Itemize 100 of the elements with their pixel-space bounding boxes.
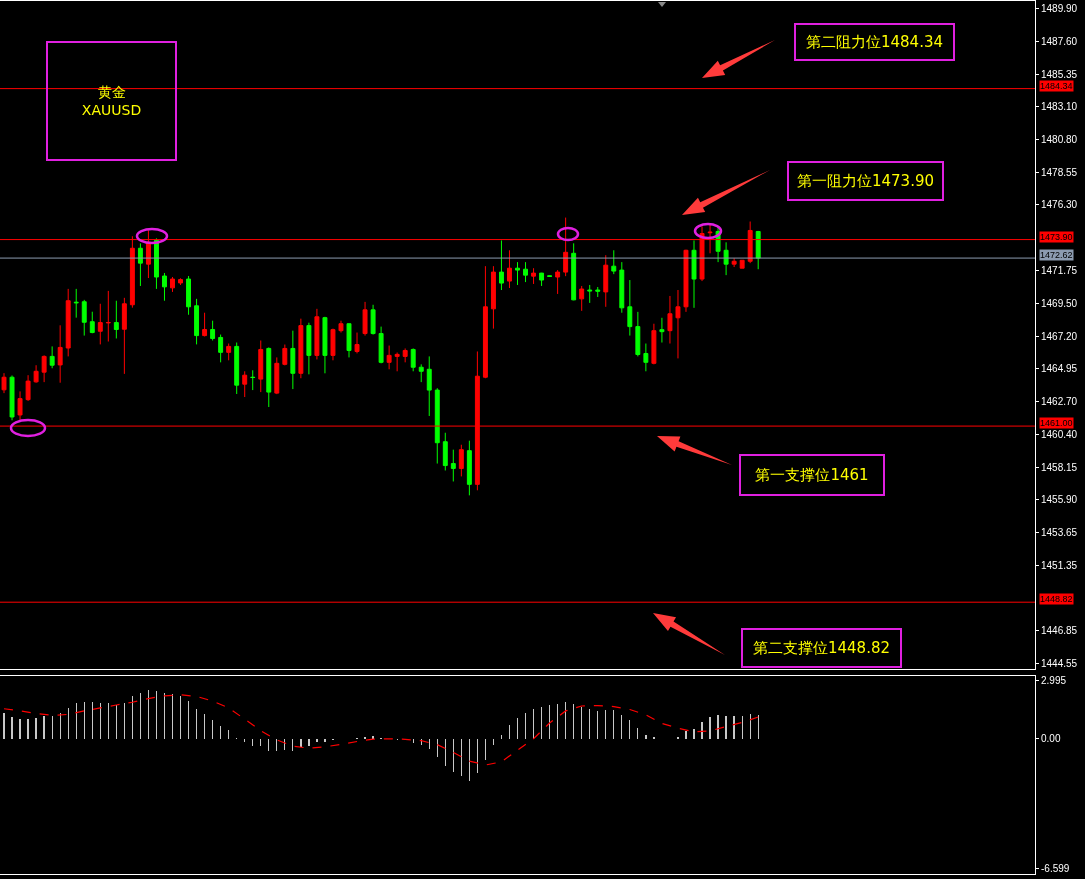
- candlestick: [675, 289, 681, 359]
- y-tick-label: 1471.75: [1041, 265, 1078, 277]
- candlestick: [450, 449, 456, 482]
- y-tick-label: -6.599: [1041, 862, 1070, 874]
- candlestick: [258, 339, 264, 393]
- annotation: 第一支撑位1461: [755, 466, 869, 484]
- candlestick: [378, 326, 384, 364]
- y-tick-label: 1453.65: [1041, 526, 1078, 538]
- candlestick: [322, 316, 328, 374]
- candlestick: [410, 347, 416, 372]
- y-tick-label: 1478.55: [1041, 166, 1078, 178]
- candlestick: [563, 217, 569, 277]
- candlestick: [234, 342, 240, 395]
- candlestick: [515, 261, 520, 286]
- ref-line-label: 1448.82: [1040, 594, 1073, 604]
- candlestick: [113, 300, 119, 339]
- candlestick: [330, 328, 336, 361]
- candlestick: [89, 311, 95, 334]
- candlestick: [266, 346, 272, 408]
- candlestick: [386, 345, 392, 370]
- candlestick: [482, 265, 488, 379]
- candlestick: [290, 330, 296, 390]
- candlestick: [81, 299, 87, 337]
- candlestick: [547, 274, 553, 278]
- candlestick: [121, 297, 127, 375]
- candlestick: [137, 242, 143, 287]
- candlestick: [394, 352, 400, 372]
- candlestick: [65, 288, 71, 357]
- candlestick: [41, 354, 47, 383]
- y-tick-label: 1487.60: [1041, 35, 1078, 47]
- text: 黄金 XAUUSD: [81, 83, 142, 119]
- candlestick: [49, 345, 55, 369]
- candlestick: [603, 254, 609, 308]
- candlestick: [683, 249, 689, 313]
- candlestick: [731, 257, 737, 268]
- candlestick: [314, 308, 320, 360]
- ref-line-label: 1461.00: [1040, 418, 1073, 428]
- annotation: 第一阻力位1473.90: [796, 172, 935, 190]
- candlestick: [346, 322, 352, 358]
- candlestick: [242, 370, 248, 398]
- y-tick-label: 1483.10: [1041, 101, 1078, 113]
- y-tick-label: 1455.90: [1041, 494, 1078, 506]
- candlestick: [210, 320, 216, 341]
- annotation: 第二支撑位1448.82: [752, 639, 891, 657]
- candlestick: [627, 279, 633, 337]
- y-tick-label: 0.00: [1041, 733, 1061, 745]
- y-tick-label: 1444.55: [1041, 658, 1078, 670]
- ref-line-label: 1484.34: [1040, 81, 1073, 91]
- candlestick: [370, 304, 376, 336]
- candlestick: [25, 374, 31, 402]
- candlestick: [555, 269, 561, 295]
- candlestick: [162, 272, 167, 302]
- y-tick-label: 1467.20: [1041, 330, 1078, 342]
- candlestick: [571, 242, 577, 301]
- candlestick: [274, 356, 280, 395]
- candlestick: [402, 347, 408, 363]
- candlestick: [97, 303, 103, 345]
- candlestick: [194, 298, 200, 345]
- candlestick: [105, 290, 111, 343]
- annotation: 第二阻力位1484.34: [805, 33, 944, 51]
- candlestick: [354, 332, 360, 354]
- candlestick: [9, 374, 15, 421]
- candlestick: [282, 344, 288, 366]
- candlestick: [1, 372, 7, 394]
- y-tick-label: 1480.80: [1041, 134, 1078, 146]
- candlestick: [362, 301, 368, 337]
- candlestick: [434, 387, 440, 465]
- candlestick: [619, 261, 625, 314]
- candlestick: [507, 249, 512, 289]
- candlestick: [523, 261, 528, 283]
- candlestick: [643, 343, 649, 372]
- candlestick: [651, 323, 657, 365]
- candlestick: [418, 363, 424, 383]
- candlestick: [739, 259, 745, 269]
- y-tick-label: 2.995: [1041, 674, 1067, 686]
- y-tick-label: 1476.30: [1041, 199, 1078, 211]
- y-tick-label: 1458.15: [1041, 461, 1078, 473]
- y-tick-label: 1462.70: [1041, 396, 1078, 408]
- candlestick: [298, 318, 304, 379]
- y-tick-label: 1460.40: [1041, 429, 1078, 441]
- candlestick: [498, 239, 504, 291]
- candlestick: [587, 284, 593, 304]
- candlestick: [539, 272, 545, 287]
- candlestick: [226, 343, 232, 361]
- candlestick: [186, 275, 192, 316]
- candlestick: [579, 285, 585, 312]
- y-tick-label: 1469.50: [1041, 297, 1078, 309]
- candlestick: [755, 230, 761, 270]
- candlestick: [691, 239, 697, 309]
- candlestick: [338, 320, 344, 334]
- ref-line-label: 1473.90: [1040, 232, 1073, 242]
- candlestick: [178, 277, 183, 286]
- candlestick: [250, 369, 256, 391]
- candlestick: [17, 390, 23, 423]
- candlestick: [170, 276, 175, 293]
- candlestick: [466, 440, 472, 496]
- candlestick: [611, 249, 617, 275]
- y-tick-label: 1464.95: [1041, 363, 1078, 375]
- ref-line-label: 1472.62: [1040, 250, 1073, 260]
- candlestick: [306, 322, 312, 375]
